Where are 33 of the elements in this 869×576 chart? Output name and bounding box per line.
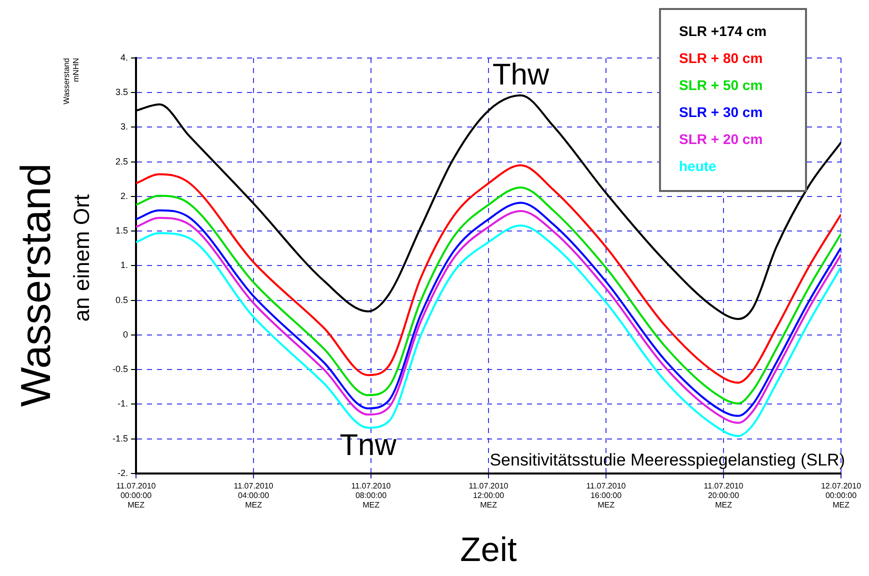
y-tick-label: 4. [120, 52, 128, 62]
annotation: Sensitivitätsstudie Meeresspiegelanstieg (SLR) [490, 450, 845, 470]
y-tick-label: -0.5 [112, 364, 128, 374]
text: an einem Ort [69, 194, 94, 322]
x-tick-label: 11.07.2010 00:00:00 MEZ [116, 481, 156, 510]
y-tick-label: 3.5 [115, 87, 128, 98]
y-axis-title: Wasserstand mNHN [62, 58, 81, 104]
text: Wasserstand [12, 163, 59, 407]
text: SLR + 30 cm [679, 103, 764, 122]
y-tick-label: 3. [120, 122, 128, 132]
text: heute [679, 157, 718, 176]
text: SLR + 80 cm [679, 49, 764, 68]
x-tick-label: 11.07.2010 16:00:00 MEZ [586, 481, 626, 510]
x-tick-label: 11.07.2010 12:00:00 MEZ [468, 481, 509, 510]
y-tick-label: -1.5 [112, 433, 128, 444]
y-tick-label: -2. [117, 468, 128, 478]
y-tick-label: 1. [120, 260, 128, 270]
text: SLR + 20 cm [679, 130, 764, 149]
text: SLR + 50 cm [679, 76, 764, 95]
y-tick-label: 2.5 [115, 156, 128, 166]
annotation: Thw [492, 58, 550, 92]
y-tick-label: -1. [117, 398, 128, 409]
x-tick-label: 11.07.2010 08:00:00 MEZ [351, 481, 392, 510]
y-tick-label: 0 [122, 329, 128, 340]
x-tick-label: 11.07.2010 04:00:00 MEZ [234, 481, 274, 510]
y-tick-label: 2. [120, 190, 128, 201]
annotation: Tnw [340, 428, 397, 462]
y-tick-label: 1.5 [115, 226, 128, 236]
x-tick-label: 11.07.2010 20:00:00 MEZ [704, 481, 744, 510]
text: SLR +174 cm [679, 22, 768, 41]
x-tick-label: 12.07.2010 00:00:00 MEZ [820, 481, 862, 510]
x-axis-title: Zeit [460, 530, 518, 569]
y-tick-label: 0.5 [115, 294, 128, 305]
